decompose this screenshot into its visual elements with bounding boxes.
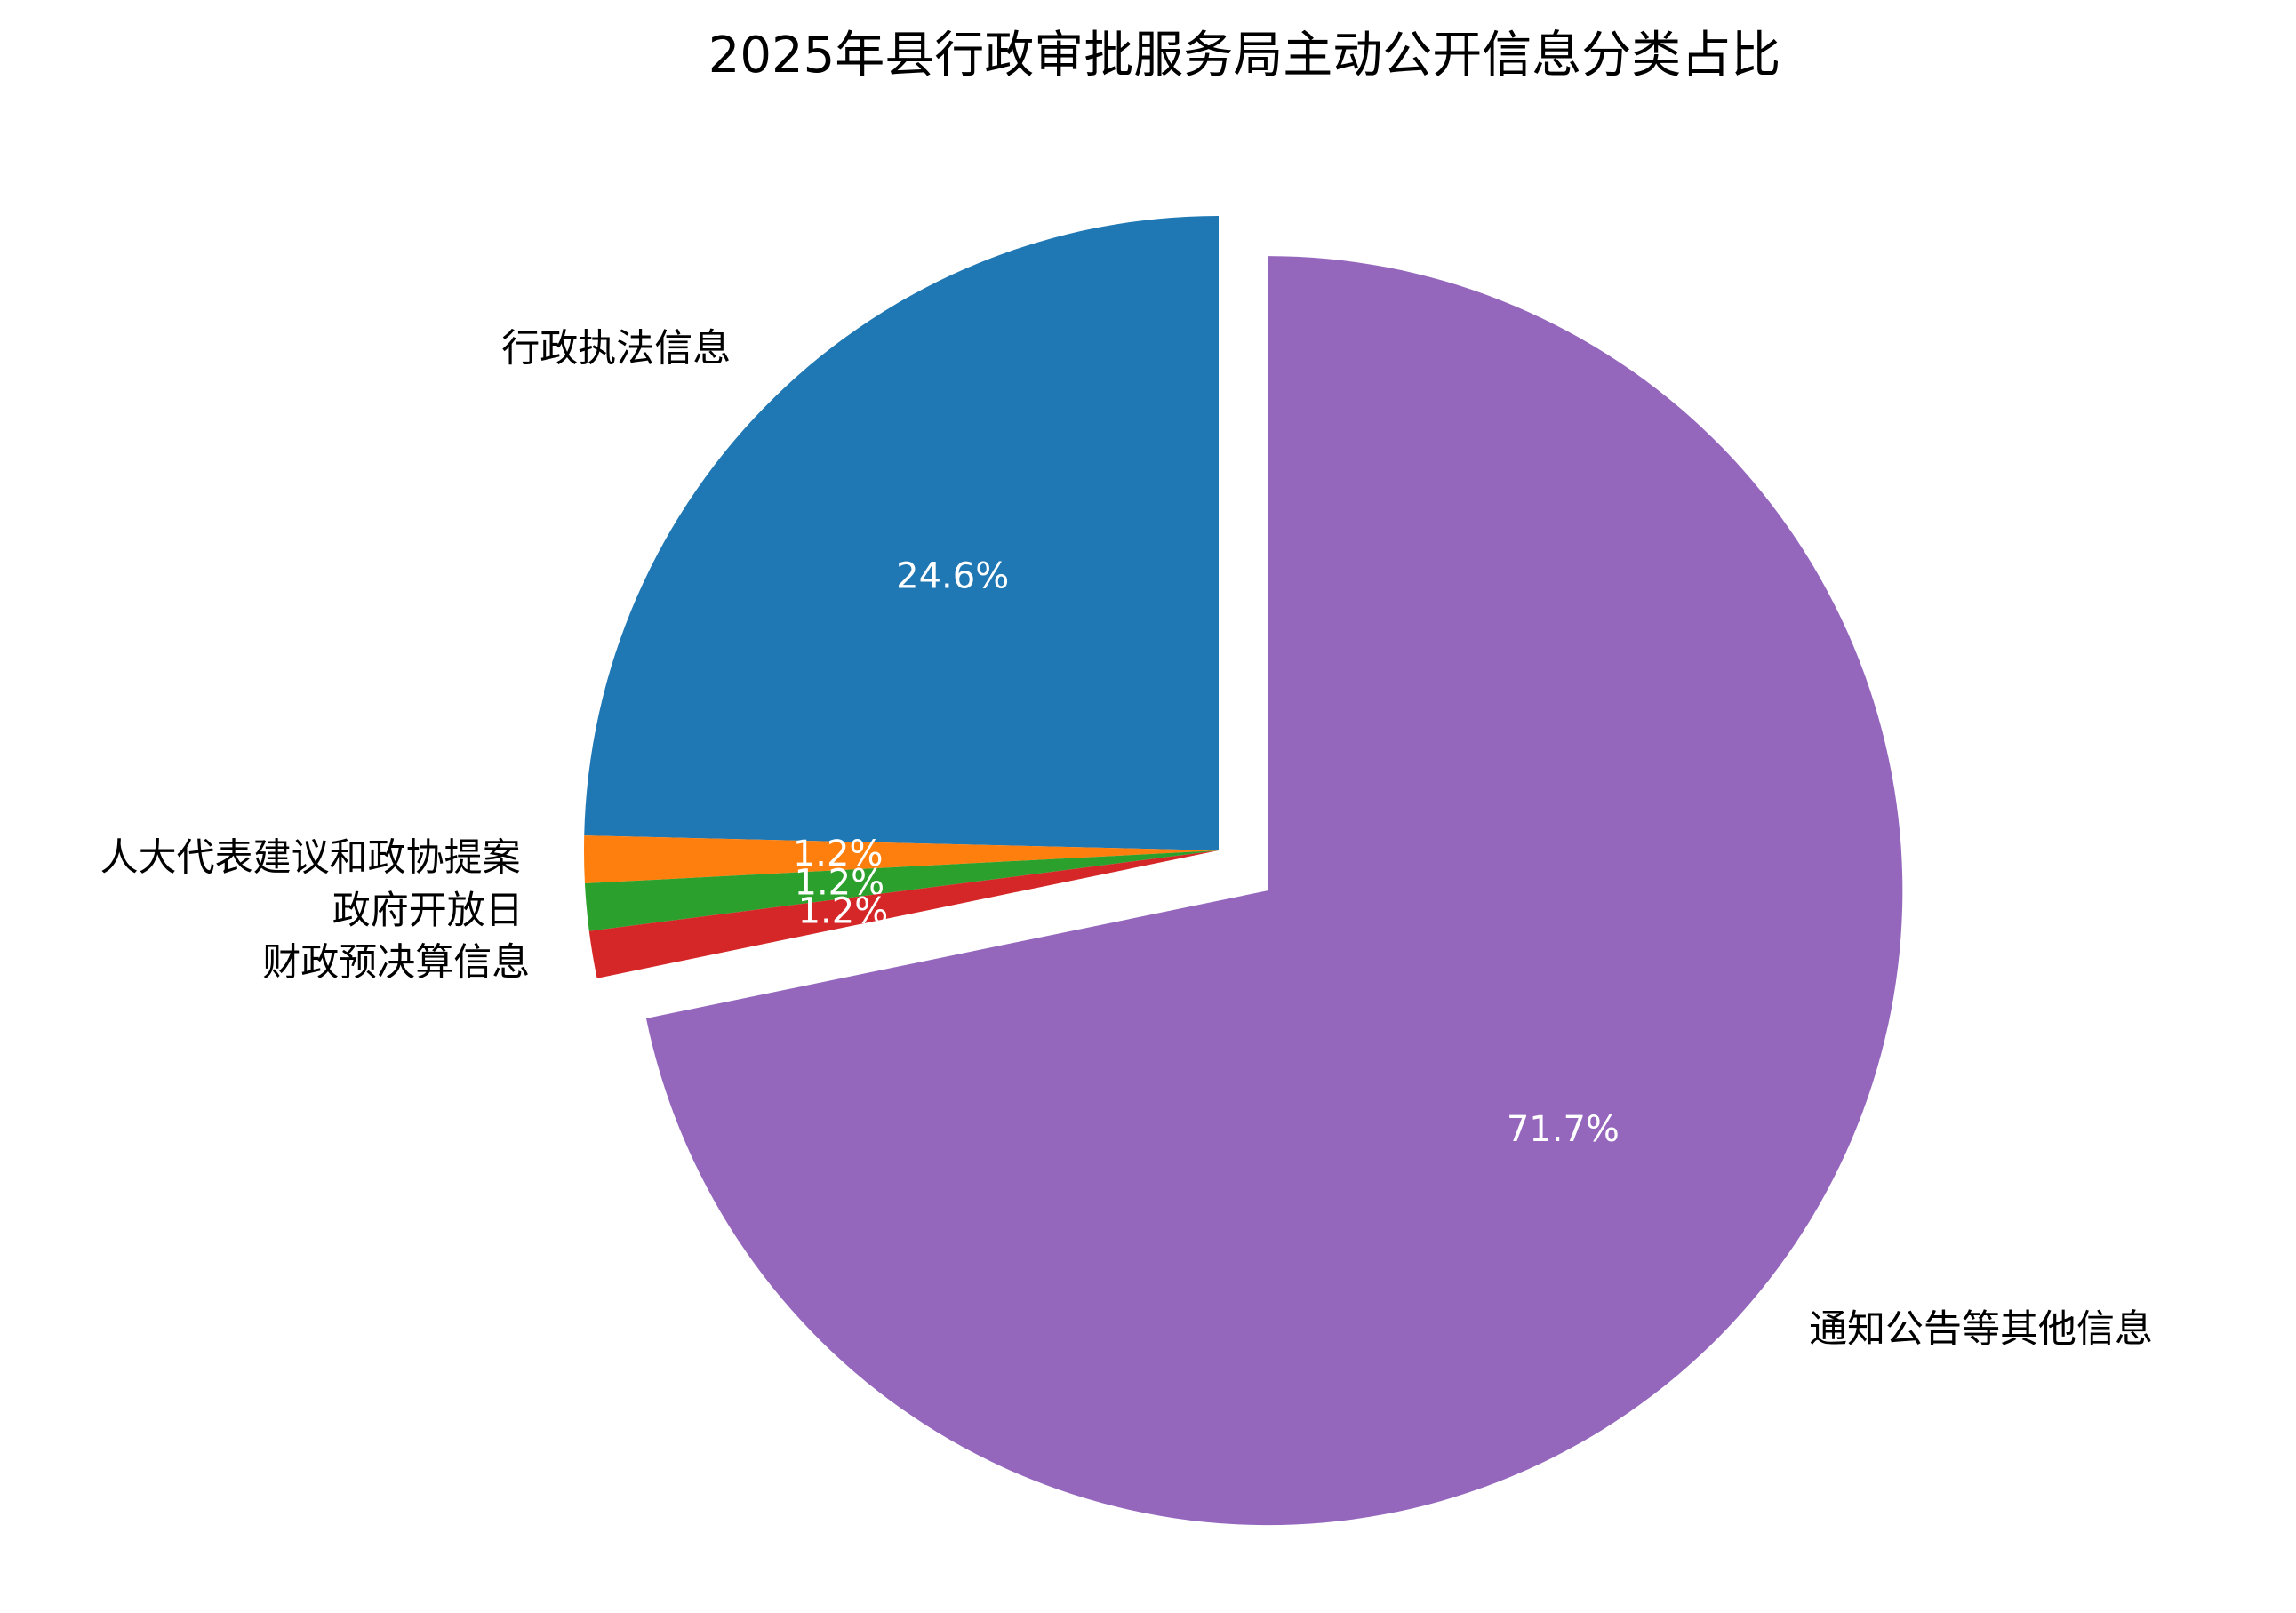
value-label: 1.2% — [793, 834, 884, 874]
pie-slice — [645, 256, 1903, 1526]
value-label: 1.2% — [798, 890, 889, 931]
pie-slice — [584, 835, 1219, 884]
slice-label: 人大代表建议和政协提案 — [100, 836, 521, 881]
slice-label: 通知公告等其他信息 — [1809, 1307, 2153, 1352]
pie-slice — [584, 850, 1219, 931]
pie-slice — [584, 216, 1219, 850]
value-label: 71.7% — [1507, 1109, 1620, 1150]
value-label: 24.6% — [896, 556, 1009, 597]
slice-label: 财政预决算信息 — [262, 941, 530, 986]
pie-slice — [588, 850, 1219, 978]
slice-label: 行政执法信息 — [501, 327, 731, 371]
chart-title: 2025年县行政审批服务局主动公开信息分类占比 — [708, 27, 1781, 84]
slice-label: 政府开放日 — [332, 889, 524, 933]
